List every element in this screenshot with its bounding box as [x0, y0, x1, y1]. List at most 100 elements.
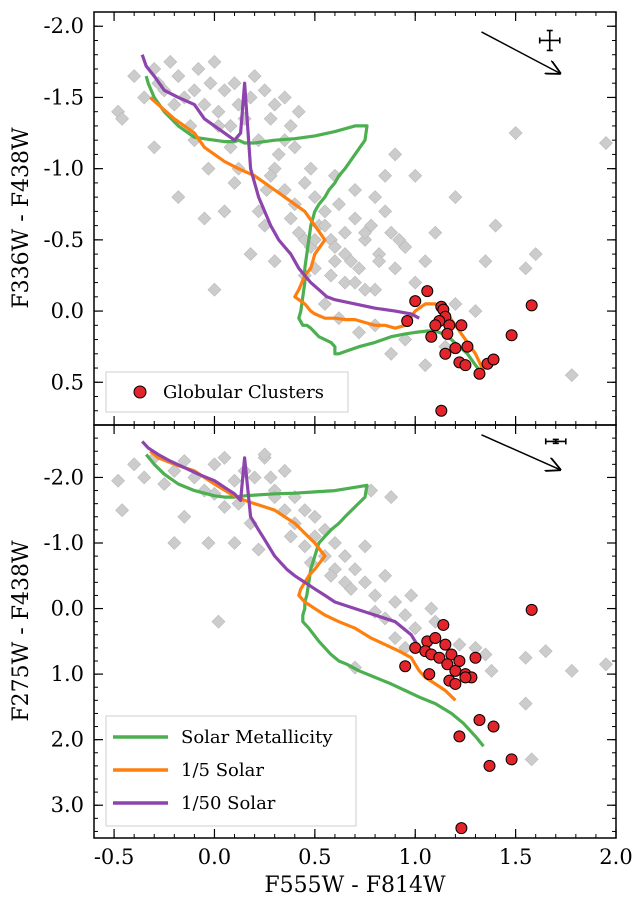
bottom-galaxy-point: [207, 486, 222, 501]
top-galaxy-point: [317, 297, 332, 311]
top-globular-point: [429, 319, 442, 332]
top-galaxy-point: [408, 168, 423, 183]
top-galaxy-point: [147, 140, 162, 155]
bottom-globular-point: [453, 730, 466, 743]
top-galaxy-point: [257, 83, 272, 98]
bottom-galaxy-point: [297, 539, 312, 554]
bottom-galaxy-point: [137, 470, 152, 485]
top-galaxy-point: [338, 247, 352, 262]
top-galaxy-point: [398, 332, 413, 347]
bottom-galaxy-point: [384, 490, 399, 505]
top-galaxy-point: [327, 254, 342, 269]
top-galaxy-point: [338, 275, 352, 290]
top-galaxy-point: [277, 90, 292, 105]
bottom-galaxy-point: [217, 500, 232, 514]
top-galaxy-point: [488, 218, 503, 233]
bottom-y-axis-label: F275W - F438W: [9, 540, 34, 722]
bottom-globular-point: [437, 618, 450, 631]
top-galaxy-point: [291, 104, 306, 119]
bottom-galaxy-point: [297, 503, 312, 518]
bottom-galaxy-point: [167, 536, 182, 550]
bottom-galaxy-point: [157, 477, 172, 491]
bottom-solar-track: [144, 453, 485, 748]
top-galaxy-point: [599, 136, 613, 150]
bottom-galaxy-point: [344, 581, 358, 596]
top-globular-point: [435, 404, 448, 417]
top-globular-point: [459, 359, 472, 372]
top-fiftieth-track: [140, 54, 420, 320]
top-globular-point: [487, 353, 500, 366]
top-galaxy-point: [352, 261, 366, 276]
top-galaxy-point: [167, 97, 182, 112]
top-legend: Globular Clusters: [105, 371, 349, 413]
top-y-tick-label: 0.0: [51, 299, 84, 323]
bottom-galaxy-point: [368, 588, 383, 603]
top-galaxy-point: [227, 76, 242, 91]
bottom-y-tick-label: 2.0: [51, 728, 84, 752]
top-globular-point: [425, 330, 438, 343]
top-plot-area: [111, 54, 613, 417]
top-galaxy-point: [203, 76, 218, 91]
top-galaxy-point: [243, 247, 258, 262]
top-galaxy-point: [528, 247, 543, 262]
top-galaxy-point: [287, 140, 302, 155]
bottom-galaxy-point: [518, 650, 533, 665]
bottom-globular-point: [483, 759, 496, 772]
bottom-globular-point: [473, 714, 486, 726]
bottom-galaxy-point: [428, 614, 443, 629]
top-y-tick-label: -2.0: [44, 14, 85, 38]
bottom-x-tick-label: -0.5: [94, 845, 135, 869]
bottom-globular-point: [505, 753, 518, 766]
top-globular-point: [441, 327, 454, 340]
top-galaxy-point: [271, 147, 286, 162]
top-galaxy-point: [211, 104, 226, 119]
top-galaxy-point: [183, 119, 198, 133]
top-galaxy-point: [201, 161, 216, 176]
top-galaxy-point: [398, 240, 413, 254]
bottom-galaxy-point: [323, 568, 338, 583]
top-galaxy-point: [223, 140, 238, 155]
top-galaxy-point: [217, 204, 232, 219]
top-galaxy-point: [448, 190, 463, 205]
bottom-galaxy-point: [283, 529, 298, 544]
bottom-galaxy-point: [358, 575, 372, 590]
top-galaxy-point: [283, 119, 298, 133]
bottom-galaxy-point: [599, 657, 613, 672]
bottom-fiftieth-track: [141, 440, 421, 649]
bottom-galaxy-point: [217, 450, 232, 465]
top-galaxy-point: [263, 168, 278, 183]
top-galaxy-point: [187, 83, 202, 98]
top-globular-point: [455, 319, 468, 332]
bottom-globular-point: [453, 655, 466, 667]
top-galaxy-point: [317, 204, 332, 219]
top-galaxy-point: [332, 197, 346, 212]
top-galaxy-point: [307, 190, 322, 205]
bottom-globular-point: [399, 660, 412, 673]
top-galaxy-point: [358, 282, 372, 297]
bottom-y-tick-label: 0.0: [51, 597, 84, 621]
bottom-reddening-arrow: [481, 434, 559, 470]
top-galaxy-point: [291, 225, 306, 240]
top-galaxy-point: [352, 325, 366, 340]
bottom-globular-point: [449, 677, 462, 690]
top-globular-point: [461, 340, 474, 353]
bottom-globular-point: [433, 651, 446, 664]
top-y-tick-label: -0.5: [44, 228, 85, 252]
top-galaxy-point: [388, 147, 403, 162]
top-galaxy-point: [348, 183, 362, 197]
bottom-plot-area: [111, 440, 613, 835]
bottom-globular-point: [459, 671, 472, 684]
bottom-error-bar: [544, 438, 567, 445]
bottom-galaxy-point: [307, 509, 322, 524]
top-panel: -2.0 -1.5 -1.0 -0.5 0.0 0.5: [44, 11, 617, 426]
bottom-globular-point: [455, 822, 468, 835]
bottom-galaxy-point: [524, 752, 539, 767]
top-fifth-track: [149, 96, 485, 372]
bottom-galaxy-point: [388, 595, 403, 609]
bottom-galaxy-point: [424, 601, 439, 616]
top-galaxy-point: [137, 90, 152, 105]
top-galaxy-point: [388, 261, 403, 276]
bottom-galaxy-point: [478, 647, 493, 662]
top-globular-point: [409, 295, 422, 308]
top-y-axis-label: F336W - F438W: [9, 127, 34, 309]
